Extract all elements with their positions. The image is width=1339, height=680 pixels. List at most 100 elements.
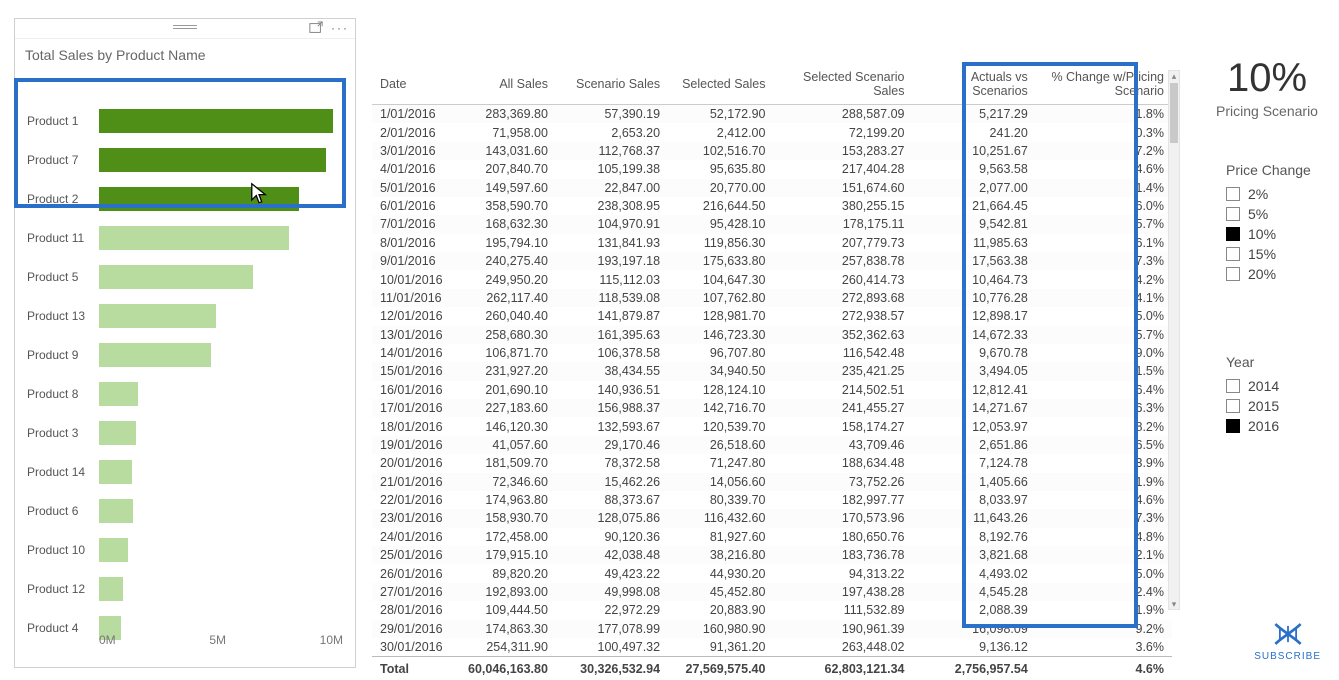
table-cell: 120,539.70 xyxy=(668,417,773,435)
year-option[interactable]: 2015 xyxy=(1226,398,1336,414)
table-row[interactable]: 14/01/2016106,871.70106,378.5896,707.801… xyxy=(372,344,1172,362)
table-row[interactable]: 22/01/2016174,963.8088,373.6780,339.7018… xyxy=(372,491,1172,509)
price-option[interactable]: 5% xyxy=(1226,206,1336,222)
data-table[interactable]: DateAll SalesScenario SalesSelected Sale… xyxy=(372,66,1172,618)
bar-fill[interactable] xyxy=(99,304,216,328)
table-row[interactable]: 5/01/2016149,597.6022,847.0020,770.00151… xyxy=(372,179,1172,197)
bar-fill[interactable] xyxy=(99,460,132,484)
table-row[interactable]: 3/01/2016143,031.60112,768.37102,516.701… xyxy=(372,142,1172,160)
column-header[interactable]: Date xyxy=(372,66,451,105)
table-row[interactable]: 24/01/2016172,458.0090,120.3681,927.6018… xyxy=(372,528,1172,546)
year-slicer[interactable]: Year 201420152016 xyxy=(1226,354,1336,438)
column-header[interactable]: All Sales xyxy=(451,66,556,105)
bar-row[interactable]: Product 2 xyxy=(27,179,343,218)
focus-mode-icon[interactable] xyxy=(309,21,323,38)
table-row[interactable]: 8/01/2016195,794.10131,841.93119,856.302… xyxy=(372,234,1172,252)
column-header[interactable]: Selected Scenario Sales xyxy=(773,66,912,105)
table-cell: 27/01/2016 xyxy=(372,583,451,601)
bar-fill[interactable] xyxy=(99,343,211,367)
table-cell: 153,283.27 xyxy=(773,142,912,160)
column-header[interactable]: Selected Sales xyxy=(668,66,773,105)
table-row[interactable]: 15/01/2016231,927.2038,434.5534,940.5023… xyxy=(372,362,1172,380)
table-row[interactable]: 28/01/2016109,444.5022,972.2920,883.9011… xyxy=(372,601,1172,619)
scrollbar-thumb[interactable] xyxy=(1170,83,1178,143)
bar-row[interactable]: Product 8 xyxy=(27,374,343,413)
table-row[interactable]: 30/01/2016254,311.90100,497.3291,361.202… xyxy=(372,638,1172,657)
more-options-icon[interactable]: ··· xyxy=(331,21,349,38)
table-row[interactable]: 20/01/2016181,509.7078,372.5871,247.8018… xyxy=(372,454,1172,472)
table-row[interactable]: 7/01/2016168,632.30104,970.9195,428.1017… xyxy=(372,215,1172,233)
scroll-down-icon[interactable]: ▾ xyxy=(1169,599,1179,609)
table-row[interactable]: 17/01/2016227,183.60156,988.37142,716.70… xyxy=(372,399,1172,417)
column-header[interactable]: % Change w/Pricing Scenario xyxy=(1036,66,1172,105)
bar-fill[interactable] xyxy=(99,187,299,211)
table-row[interactable]: 26/01/201689,820.2049,423.2244,930.2094,… xyxy=(372,564,1172,582)
bar-fill[interactable] xyxy=(99,538,128,562)
table-row[interactable]: 2/01/201671,958.002,653.202,412.0072,199… xyxy=(372,123,1172,141)
table-row[interactable]: 6/01/2016358,590.70238,308.95216,644.503… xyxy=(372,197,1172,215)
bar-fill[interactable] xyxy=(99,421,136,445)
bar-row[interactable]: Product 12 xyxy=(27,569,343,608)
table-row[interactable]: 19/01/201641,057.6029,170.4626,518.6043,… xyxy=(372,436,1172,454)
price-option[interactable]: 10% xyxy=(1226,226,1336,242)
table-row[interactable]: 16/01/2016201,690.10140,936.51128,124.10… xyxy=(372,381,1172,399)
bar-fill[interactable] xyxy=(99,109,333,133)
table-cell: 143,031.60 xyxy=(451,142,556,160)
table-row[interactable]: 12/01/2016260,040.40141,879.87128,981.70… xyxy=(372,307,1172,325)
year-option[interactable]: 2016 xyxy=(1226,418,1336,434)
checkbox-icon[interactable] xyxy=(1226,419,1240,433)
bars-area[interactable]: Product 1Product 7Product 2Product 11Pro… xyxy=(27,101,343,631)
table-row[interactable]: 10/01/2016249,950.20115,112.03104,647.30… xyxy=(372,270,1172,288)
bar-row[interactable]: Product 6 xyxy=(27,491,343,530)
bar-row[interactable]: Product 5 xyxy=(27,257,343,296)
bar-row[interactable]: Product 1 xyxy=(27,101,343,140)
drag-handle-icon[interactable] xyxy=(173,25,197,29)
price-option[interactable]: 15% xyxy=(1226,246,1336,262)
price-option[interactable]: 20% xyxy=(1226,266,1336,282)
price-option[interactable]: 2% xyxy=(1226,186,1336,202)
checkbox-icon[interactable] xyxy=(1226,227,1240,241)
checkbox-icon[interactable] xyxy=(1226,267,1240,281)
bar-row[interactable]: Product 10 xyxy=(27,530,343,569)
scroll-up-icon[interactable]: ▴ xyxy=(1169,71,1179,81)
table-row[interactable]: 18/01/2016146,120.30132,593.67120,539.70… xyxy=(372,417,1172,435)
checkbox-icon[interactable] xyxy=(1226,379,1240,393)
checkbox-icon[interactable] xyxy=(1226,187,1240,201)
bar-fill[interactable] xyxy=(99,265,253,289)
bar-row[interactable]: Product 11 xyxy=(27,218,343,257)
table-row[interactable]: 1/01/2016283,369.8057,390.1952,172.90288… xyxy=(372,105,1172,124)
bar-chart-visual[interactable]: ··· Total Sales by Product Name Product … xyxy=(14,18,356,668)
table-row[interactable]: 23/01/2016158,930.70128,075.86116,432.60… xyxy=(372,509,1172,527)
bar-fill[interactable] xyxy=(99,226,289,250)
bar-row[interactable]: Product 13 xyxy=(27,296,343,335)
table-row[interactable]: 25/01/2016179,915.1042,038.4838,216.8018… xyxy=(372,546,1172,564)
bar-row[interactable]: Product 9 xyxy=(27,335,343,374)
price-change-slicer[interactable]: Price Change 2%5%10%15%20% xyxy=(1226,162,1336,286)
table-cell: 116,432.60 xyxy=(668,509,773,527)
table-cell: 3.6% xyxy=(1036,638,1172,657)
table-row[interactable]: 4/01/2016207,840.70105,199.3895,635.8021… xyxy=(372,160,1172,178)
bar-fill[interactable] xyxy=(99,148,326,172)
table-cell: 22,972.29 xyxy=(556,601,668,619)
table-row[interactable]: 21/01/201672,346.6015,462.2614,056.6073,… xyxy=(372,473,1172,491)
checkbox-icon[interactable] xyxy=(1226,399,1240,413)
table-row[interactable]: 27/01/2016192,893.0049,998.0845,452.8019… xyxy=(372,583,1172,601)
bar-fill[interactable] xyxy=(99,577,123,601)
year-option[interactable]: 2014 xyxy=(1226,378,1336,394)
bar-fill[interactable] xyxy=(99,499,133,523)
table-row[interactable]: 9/01/2016240,275.40193,197.18175,633.802… xyxy=(372,252,1172,270)
checkbox-icon[interactable] xyxy=(1226,247,1240,261)
column-header[interactable]: Actuals vs Scenarios xyxy=(912,66,1035,105)
bar-row[interactable]: Product 7 xyxy=(27,140,343,179)
bar-row[interactable]: Product 14 xyxy=(27,452,343,491)
table-row[interactable]: 11/01/2016262,117.40118,539.08107,762.80… xyxy=(372,289,1172,307)
bar-fill[interactable] xyxy=(99,382,138,406)
table-row[interactable]: 13/01/2016258,680.30161,395.63146,723.30… xyxy=(372,326,1172,344)
table-cell: 240,275.40 xyxy=(451,252,556,270)
vertical-scrollbar[interactable]: ▴ ▾ xyxy=(1168,70,1180,610)
checkbox-icon[interactable] xyxy=(1226,207,1240,221)
table-row[interactable]: 29/01/2016174,863.30177,078.99160,980.90… xyxy=(372,620,1172,638)
bar-row[interactable]: Product 3 xyxy=(27,413,343,452)
column-header[interactable]: Scenario Sales xyxy=(556,66,668,105)
subscribe-badge[interactable]: SUBSCRIBE xyxy=(1254,620,1321,662)
